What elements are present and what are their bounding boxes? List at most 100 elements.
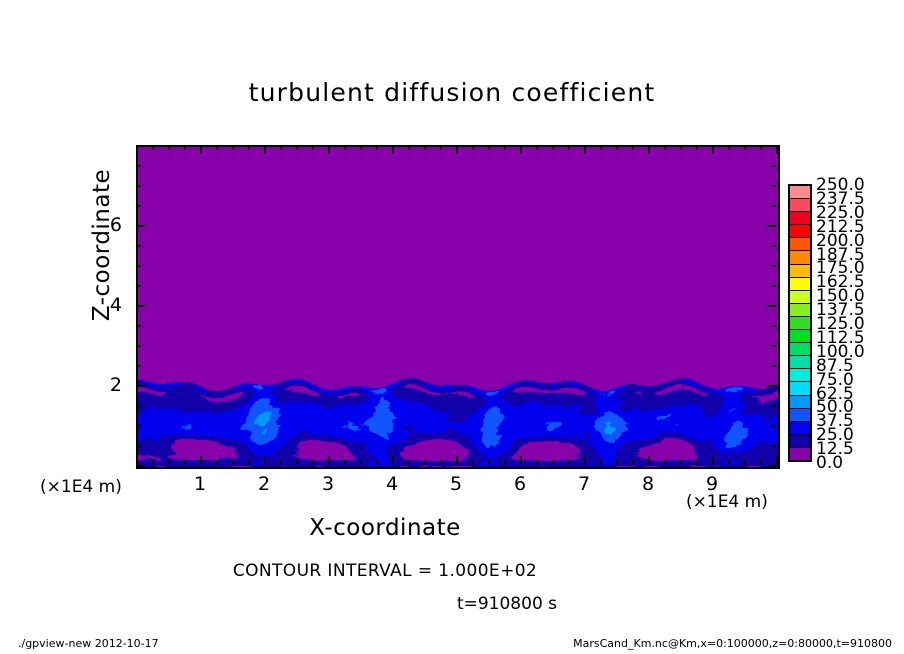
tick-x-top xyxy=(216,145,218,150)
tick-x-top xyxy=(680,145,682,150)
tick-x-bottom xyxy=(712,456,714,465)
tick-x-bottom xyxy=(728,460,730,465)
tick-y-left xyxy=(136,245,141,247)
colorbar-band-11 xyxy=(790,329,810,343)
x-tick-label: 4 xyxy=(385,473,399,495)
tick-x-top xyxy=(744,145,746,150)
tick-x-top xyxy=(696,145,698,150)
footer-command-label: ./gpview-new 2012-10-17 xyxy=(18,637,159,650)
colorbar-band-17 xyxy=(790,407,810,421)
colorbar-tick-label: 25.0 xyxy=(816,425,854,446)
tick-y-left xyxy=(136,345,141,347)
tick-y-left xyxy=(136,145,145,147)
tick-x-top xyxy=(664,145,666,150)
tick-x-bottom xyxy=(760,460,762,465)
tick-x-bottom xyxy=(488,460,490,465)
colorbar-band-9 xyxy=(790,302,810,316)
tick-y-left xyxy=(136,405,141,407)
tick-x-top xyxy=(728,145,730,150)
colorbar-band-8 xyxy=(790,289,810,303)
tick-x-top xyxy=(408,145,410,150)
colorbar-band-0 xyxy=(790,186,810,199)
tick-y-right xyxy=(771,185,776,187)
colorbar-tick-label: 125.0 xyxy=(816,314,865,334)
tick-x-top xyxy=(152,145,154,150)
colorbar-tick-label: 175.0 xyxy=(816,258,865,279)
tick-x-bottom xyxy=(568,460,570,465)
x-tick-label: 2 xyxy=(257,473,271,495)
x-tick-label: 1 xyxy=(193,473,207,495)
tick-x-bottom xyxy=(168,460,170,465)
x-tick-label: 8 xyxy=(641,473,655,495)
colorbar-band-13 xyxy=(790,355,810,369)
tick-x-bottom xyxy=(600,460,602,465)
colorbar-tick-label: 12.5 xyxy=(816,439,854,460)
tick-x-bottom xyxy=(216,460,218,465)
tick-y-left xyxy=(136,225,145,227)
tick-y-right xyxy=(767,225,776,227)
tick-x-bottom xyxy=(328,456,330,465)
tick-x-top xyxy=(456,145,458,154)
tick-x-bottom xyxy=(536,460,538,465)
tick-y-right xyxy=(767,145,776,147)
colorbar-tick-label: 200.0 xyxy=(816,230,865,251)
tick-x-top xyxy=(440,145,442,150)
tick-y-right xyxy=(771,285,776,287)
colorbar-band-18 xyxy=(790,420,810,434)
tick-x-top xyxy=(312,145,314,150)
tick-x-bottom xyxy=(424,460,426,465)
tick-x-top xyxy=(360,145,362,150)
colorbar-band-6 xyxy=(790,263,810,277)
tick-x-bottom xyxy=(552,460,554,465)
colorbar-tick-label: 37.5 xyxy=(816,411,854,432)
tick-x-bottom xyxy=(392,456,394,465)
tick-x-bottom xyxy=(248,460,250,465)
tick-x-top xyxy=(376,145,378,150)
tick-x-bottom xyxy=(616,460,618,465)
tick-x-top xyxy=(248,145,250,150)
tick-x-top xyxy=(280,145,282,150)
tick-x-top xyxy=(504,145,506,150)
colorbar-band-5 xyxy=(790,250,810,264)
tick-x-top xyxy=(488,145,490,150)
tick-x-top xyxy=(536,145,538,150)
tick-x-bottom xyxy=(472,460,474,465)
colorbar-tick-label: 150.0 xyxy=(816,286,865,307)
tick-x-top xyxy=(424,145,426,150)
colorbar xyxy=(788,184,812,462)
tick-y-left xyxy=(136,305,145,307)
colorbar-band-1 xyxy=(790,198,810,212)
time-label: t=910800 s xyxy=(456,594,558,614)
colorbar-tick-label: 250.0 xyxy=(816,175,865,195)
tick-x-bottom xyxy=(696,460,698,465)
tick-x-top xyxy=(568,145,570,150)
tick-x-bottom xyxy=(664,460,666,465)
tick-y-right xyxy=(771,265,776,267)
colorbar-tick-label: 100.0 xyxy=(816,341,865,362)
tick-y-right xyxy=(771,345,776,347)
colorbar-band-16 xyxy=(790,394,810,408)
tick-y-left xyxy=(136,165,141,167)
tick-x-bottom xyxy=(184,460,186,465)
tick-x-bottom xyxy=(360,460,362,465)
x-axis-title: X-coordinate xyxy=(309,515,461,541)
tick-x-top xyxy=(344,145,346,150)
tick-y-right xyxy=(771,245,776,247)
tick-y-right xyxy=(771,445,776,447)
tick-x-top xyxy=(392,145,394,154)
tick-x-bottom xyxy=(312,460,314,465)
colorbar-tick-label: 225.0 xyxy=(816,202,865,223)
tick-x-bottom xyxy=(520,456,522,465)
x-tick-label: 3 xyxy=(321,473,335,495)
colorbar-tick-label: 0.0 xyxy=(816,453,844,473)
tick-y-left xyxy=(136,425,141,427)
tick-x-top xyxy=(184,145,186,150)
tick-x-top xyxy=(264,145,266,154)
heatmap-plot-area xyxy=(136,145,780,469)
x-tick-label: 9 xyxy=(705,473,719,495)
tick-y-right xyxy=(771,405,776,407)
tick-y-left xyxy=(136,285,141,287)
tick-y-left xyxy=(136,205,141,207)
x-axis-unit-right: (×1E4 m) xyxy=(686,492,768,512)
tick-x-top xyxy=(632,145,634,150)
